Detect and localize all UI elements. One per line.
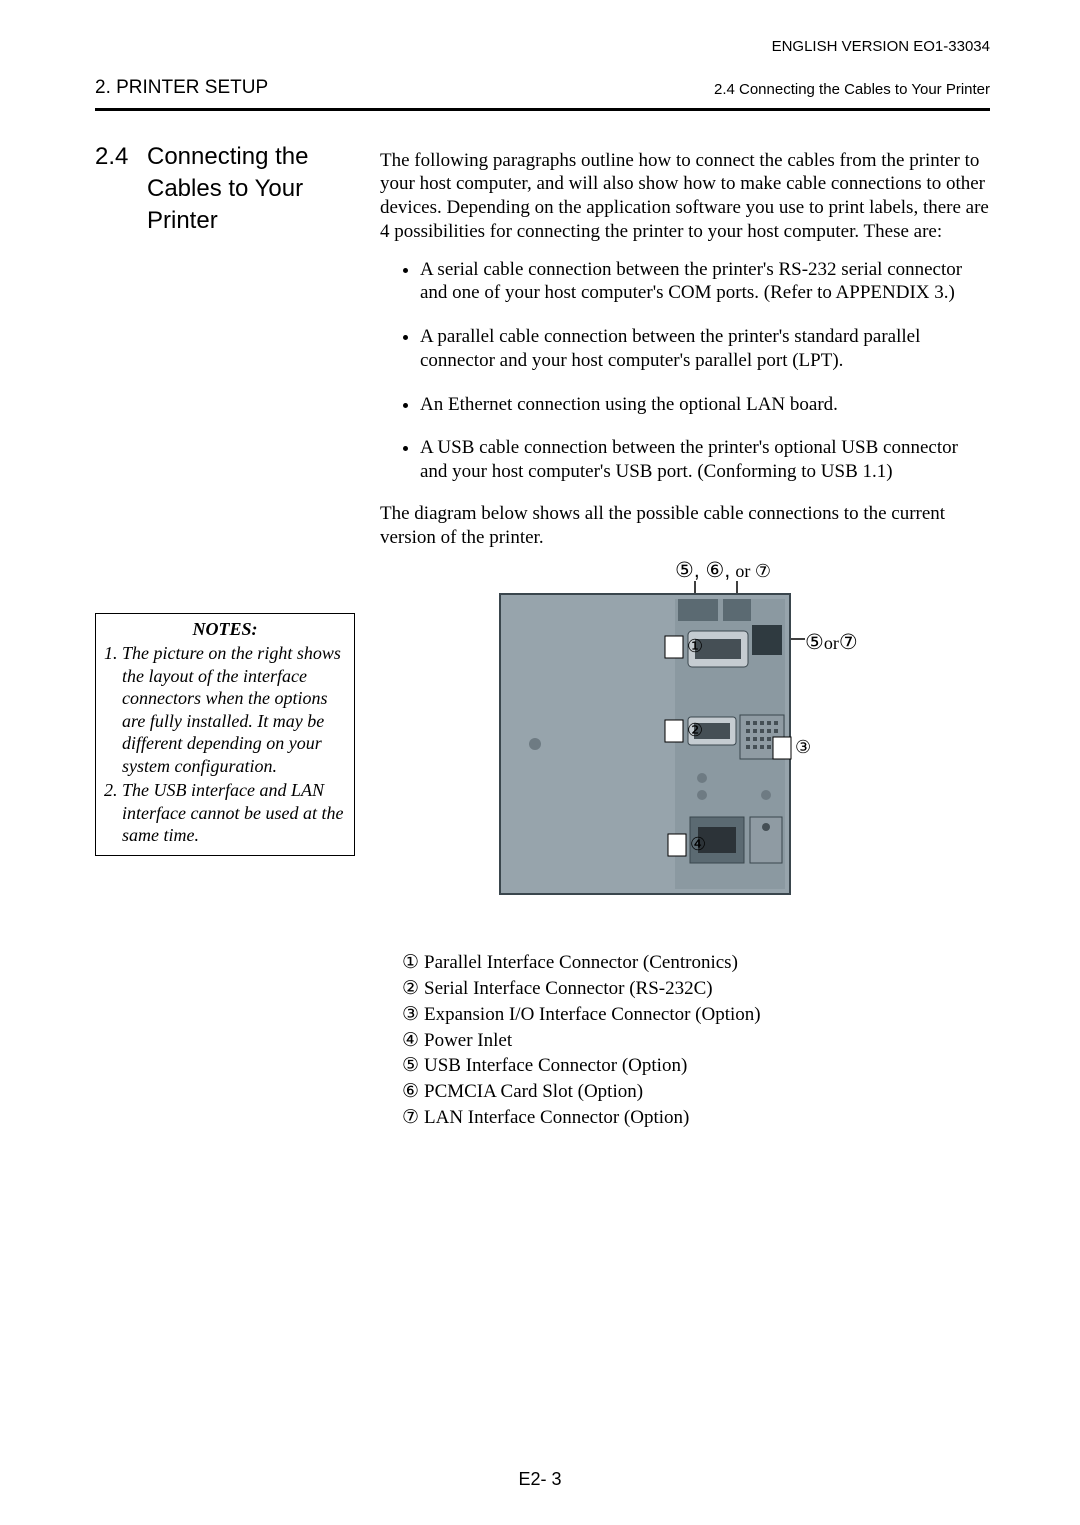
page-header: 2. PRINTER SETUP ENGLISH VERSION EO1-330… [95,38,990,100]
callout-top: ⑤, ⑥, or ⑦ [675,557,771,584]
section-title: 2.4 Connecting the Cables to Your Printe… [95,141,380,238]
bullet-list: A serial cable connection between the pr… [380,258,990,484]
page-footer: E2- 3 [0,1468,1080,1491]
callout-3: ③ [795,736,811,759]
header-rule [95,108,990,111]
callout-1: ① [687,635,703,658]
legend-row: ⑤USB Interface Connector (Option) [402,1054,990,1078]
legend-row: ⑥PCMCIA Card Slot (Option) [402,1080,990,1104]
header-section: 2.4 Connecting the Cables to Your Printe… [714,81,990,100]
header-version: ENGLISH VERSION EO1-33034 [714,38,990,57]
header-left: 2. PRINTER SETUP [95,76,268,100]
page: 2. PRINTER SETUP ENGLISH VERSION EO1-330… [0,0,1080,1525]
bullet-item: A USB cable connection between the print… [420,436,990,484]
bullet-item: An Ethernet connection using the optiona… [420,393,990,417]
right-column: The following paragraphs outline how to … [380,141,990,1132]
notes-item: The picture on the right shows the layou… [122,642,348,777]
legend: ①Parallel Interface Connector (Centronic… [402,951,990,1129]
callout-right: ⑤or⑦ [805,629,858,656]
header-right: ENGLISH VERSION EO1-33034 2.4 Connecting… [714,38,990,100]
legend-row: ④Power Inlet [402,1029,990,1053]
notes-list: The picture on the right shows the layou… [102,642,348,847]
legend-row: ②Serial Interface Connector (RS-232C) [402,977,990,1001]
notes-box: NOTES: The picture on the right shows th… [95,613,355,856]
section-title-text: Connecting the Cables to Your Printer [147,141,308,238]
legend-row: ③Expansion I/O Interface Connector (Opti… [402,1003,990,1027]
legend-row: ⑦LAN Interface Connector (Option) [402,1106,990,1130]
callout-4: ④ [690,833,706,856]
bullet-item: A parallel cable connection between the … [420,325,990,373]
diagram-caption: The diagram below shows all the possible… [380,502,990,550]
left-column: 2.4 Connecting the Cables to Your Printe… [95,141,380,856]
content-columns: 2.4 Connecting the Cables to Your Printe… [95,141,990,1132]
section-number: 2.4 [95,141,147,238]
legend-row: ①Parallel Interface Connector (Centronic… [402,951,990,975]
bullet-item: A serial cable connection between the pr… [420,258,990,306]
notes-item: The USB interface and LAN interface cann… [122,779,348,847]
intro-paragraph: The following paragraphs outline how to … [380,149,990,244]
printer-diagram: ⑤, ⑥, or ⑦ ⑤or⑦ [480,559,900,909]
callout-2: ② [687,719,703,742]
notes-title: NOTES: [102,618,348,641]
